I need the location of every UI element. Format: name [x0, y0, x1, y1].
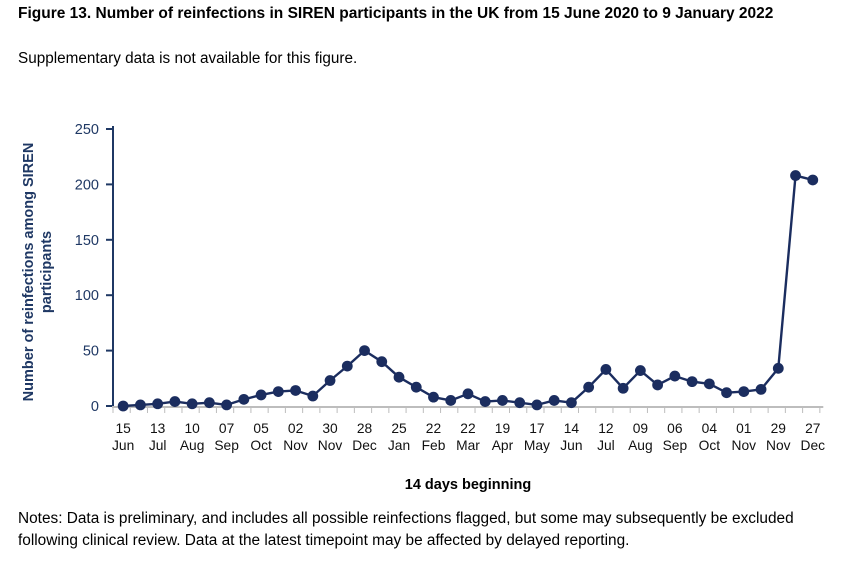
data-point [238, 393, 250, 405]
x-tick-label-month: Oct [699, 438, 721, 453]
x-tick-label-day: 12 [598, 421, 613, 436]
y-tick-label: 50 [83, 344, 99, 360]
data-point [152, 398, 164, 410]
x-tick-label-month: Nov [318, 438, 343, 453]
data-point [738, 386, 750, 397]
x-tick-label-day: 01 [736, 421, 751, 436]
x-tick-label-month: Mar [456, 438, 480, 453]
x-tick-label-day: 30 [322, 421, 338, 436]
data-point [462, 388, 474, 400]
x-tick-label-month: May [524, 438, 550, 453]
x-tick-label-month: Nov [283, 438, 308, 453]
x-tick-label-month: Aug [180, 438, 205, 453]
data-point [307, 390, 319, 402]
data-point [721, 387, 732, 399]
data-point [514, 397, 526, 409]
x-tick-label-day: 22 [460, 421, 475, 436]
x-tick-label-day: 29 [771, 421, 787, 436]
x-tick-label-day: 22 [426, 421, 441, 436]
x-tick-label-day: 13 [150, 421, 166, 436]
x-tick-label-day: 10 [184, 421, 200, 436]
data-point [686, 376, 698, 388]
data-point [617, 382, 629, 394]
data-point [497, 395, 508, 406]
x-tick-label-month: Aug [628, 438, 653, 453]
data-point [221, 399, 233, 411]
axis-tick-labels: 0 50 100 150 200 250 15 Jun 13 Jul 10 Aug 07 Sep 05 Oct… [75, 122, 825, 453]
figure-subtitle: Supplementary data is not available for … [18, 50, 358, 67]
x-tick-label-day: 09 [633, 421, 649, 436]
x-tick-label-month: Jun [560, 438, 582, 453]
series-line [123, 174, 814, 408]
data-point [117, 400, 129, 412]
x-tick-label-day: 04 [702, 421, 718, 436]
x-tick-label-month: Apr [492, 438, 514, 453]
x-tick-label-month: Sep [214, 438, 239, 453]
y-tick-label: 100 [75, 288, 99, 304]
reinfections-series [117, 170, 819, 412]
data-point [669, 370, 681, 382]
data-point [548, 395, 560, 406]
data-point [410, 381, 422, 393]
y-tick-label: 0 [91, 399, 99, 415]
x-tick-label-day: 28 [357, 421, 373, 436]
x-tick-label-month: Jan [388, 438, 410, 453]
data-point [479, 396, 491, 407]
x-axis-title: 14 days beginning [404, 477, 532, 493]
x-tick-label-day: 25 [391, 421, 407, 436]
x-tick-label-day: 05 [253, 421, 269, 436]
data-point [255, 389, 267, 401]
data-point [807, 174, 819, 186]
x-tick-label-month: Oct [250, 438, 272, 453]
x-tick-label-day: 02 [288, 421, 303, 436]
data-point [583, 381, 595, 393]
data-point [272, 386, 284, 397]
data-point [445, 395, 457, 406]
x-tick-label-day: 14 [564, 421, 580, 436]
data-point [600, 364, 612, 375]
x-tick-label-day: 17 [529, 421, 544, 436]
data-point [652, 379, 664, 391]
x-tick-label-month: Dec [800, 438, 825, 453]
y-tick-label: 150 [75, 233, 99, 249]
data-point [428, 391, 439, 403]
data-point [634, 365, 646, 376]
data-point [772, 362, 784, 374]
x-tick-label-month: Sep [663, 438, 688, 453]
y-tick-label: 200 [75, 177, 99, 193]
data-point [393, 371, 405, 383]
data-point [703, 378, 715, 390]
data-point [203, 397, 215, 409]
data-point [755, 383, 767, 395]
data-point [135, 399, 146, 411]
data-point [790, 170, 801, 181]
data-point [359, 345, 370, 356]
data-point [341, 360, 353, 372]
data-point [290, 385, 301, 396]
x-tick-label-day: 15 [115, 421, 131, 436]
figure-notes: Notes: Data is preliminary, and includes… [18, 510, 794, 549]
x-tick-label-day: 27 [805, 421, 820, 436]
data-point [566, 397, 577, 409]
x-tick-label-month: Jul [149, 438, 167, 453]
data-point [186, 398, 198, 410]
figure-title: Figure 13. Number of reinfections in SIR… [18, 5, 774, 22]
x-tick-label-month: Jul [597, 438, 615, 453]
data-point [169, 396, 181, 407]
y-tick-label: 250 [75, 122, 99, 138]
x-tick-label-day: 07 [219, 421, 234, 436]
x-tick-label-month: Jun [112, 438, 134, 453]
reinfections-line-chart: 0 50 100 150 200 250 15 Jun 13 Jul 10 Aug 07 Sep 05 Oct… [75, 122, 825, 453]
data-point [531, 399, 543, 411]
data-point [376, 356, 388, 368]
x-tick-label-month: Nov [766, 438, 791, 453]
data-point [324, 375, 336, 386]
x-tick-label-day: 19 [495, 421, 511, 436]
x-tick-label-day: 06 [667, 421, 683, 436]
axes [106, 126, 824, 413]
x-tick-label-month: Feb [422, 438, 446, 453]
x-tick-label-month: Dec [352, 438, 377, 453]
x-tick-label-month: Nov [732, 438, 757, 453]
